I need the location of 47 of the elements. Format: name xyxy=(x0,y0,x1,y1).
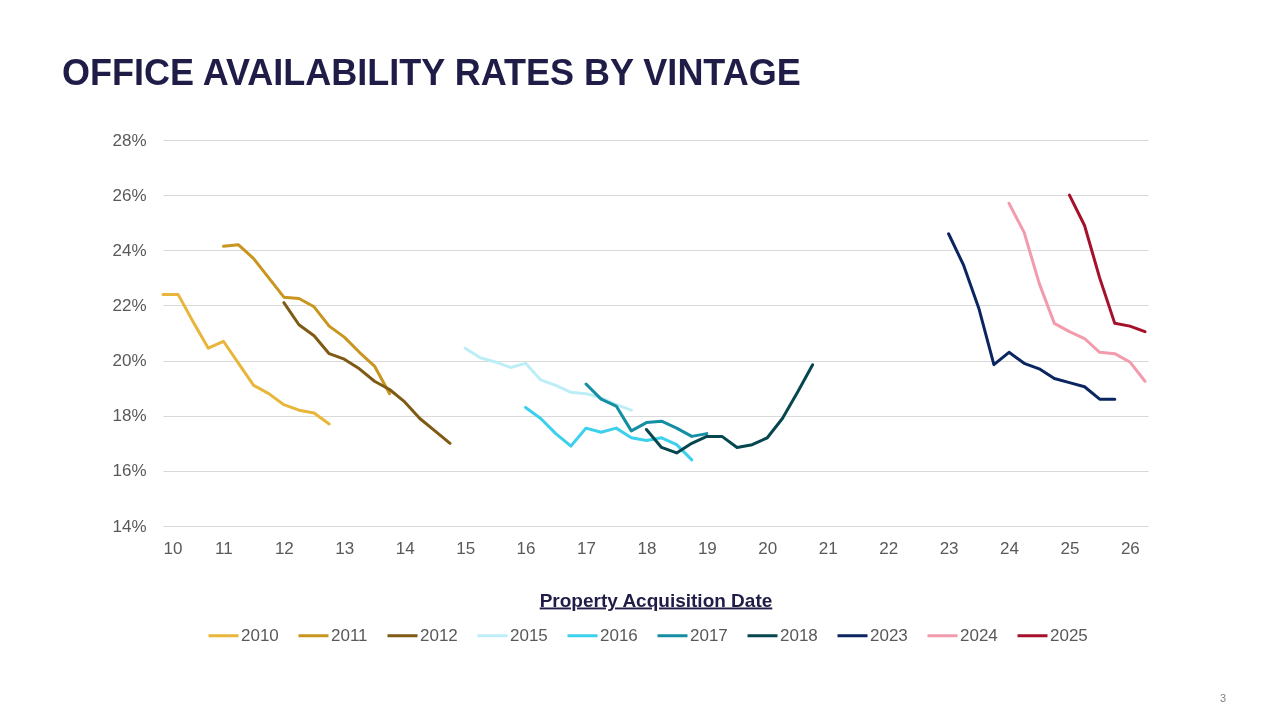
line-series xyxy=(221,243,392,396)
x-tick-label: 25 xyxy=(1060,538,1080,558)
text: 3 xyxy=(1220,692,1227,704)
legend-label: 2024 xyxy=(960,625,998,645)
legend-label: 2016 xyxy=(600,625,638,645)
x-tick-label: 24 xyxy=(1000,538,1019,558)
line-series xyxy=(282,301,452,445)
legend-label: 2018 xyxy=(780,625,818,645)
x-tick-label: 21 xyxy=(818,538,838,558)
x-tick-label: 14 xyxy=(395,538,415,558)
legend-label: 2025 xyxy=(1050,625,1088,645)
x-axis-title: Property Acquisition Date xyxy=(539,589,773,611)
x-tick-label: 26 xyxy=(1120,538,1140,558)
y-tick-label: 18% xyxy=(112,406,147,426)
line-series xyxy=(1067,193,1147,334)
x-tick-label: 20 xyxy=(758,538,778,558)
line-series xyxy=(947,232,1117,401)
x-tick-label: 13 xyxy=(335,538,355,558)
y-tick-label: 26% xyxy=(112,185,147,205)
x-tick-label: 23 xyxy=(939,538,959,558)
y-tick-label: 28% xyxy=(112,130,147,150)
legend-label: 2023 xyxy=(870,625,908,645)
legend-label: 2011 xyxy=(331,625,368,645)
legend-label: 2015 xyxy=(510,625,548,645)
x-tick-label: 17 xyxy=(577,538,596,558)
y-tick-label: 20% xyxy=(112,351,147,371)
x-tick-label: 19 xyxy=(697,538,717,558)
line-series xyxy=(1007,201,1147,383)
x-tick-label: 11 xyxy=(215,538,233,558)
line-series xyxy=(644,363,815,455)
legend-label: 2010 xyxy=(241,625,279,645)
legend-label: 2012 xyxy=(420,625,458,645)
x-tick-label: 15 xyxy=(456,538,476,558)
line-series xyxy=(584,382,709,438)
x-tick-label: 22 xyxy=(879,538,899,558)
y-tick-label: 16% xyxy=(112,461,147,481)
x-tick-label: 10 xyxy=(163,538,183,558)
line-series xyxy=(161,292,331,426)
x-tick-label: 16 xyxy=(516,538,536,558)
x-tick-label: 18 xyxy=(637,538,657,558)
line-series xyxy=(524,405,694,462)
y-tick-label: 22% xyxy=(112,295,147,315)
x-tick-label: 12 xyxy=(274,538,294,558)
y-tick-label: 24% xyxy=(112,240,147,260)
legend-label: 2017 xyxy=(690,625,728,645)
y-tick-label: 14% xyxy=(112,516,147,536)
chart-title: OFFICE AVAILABILITY RATES BY VINTAGE xyxy=(62,52,801,93)
